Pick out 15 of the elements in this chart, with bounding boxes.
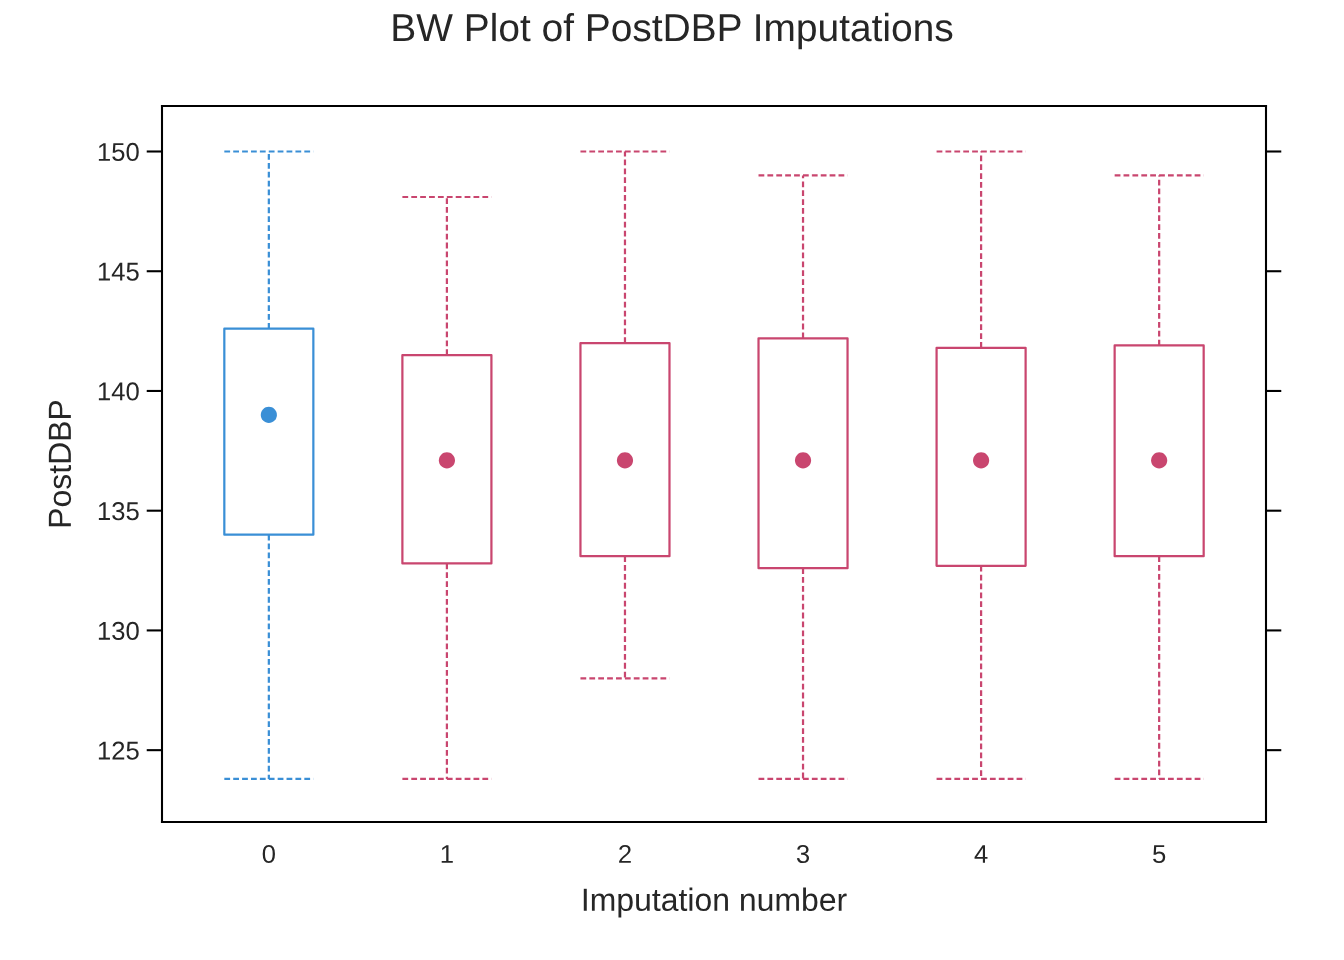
x-tick-label: 0 — [262, 844, 275, 864]
x-tick-label: 2 — [619, 844, 631, 863]
y-tick-label: 135 — [98, 502, 139, 521]
x-tick-label: 4 — [974, 845, 988, 863]
y-tick-label: 140 — [98, 382, 139, 401]
x-tick-label: 1 — [441, 845, 453, 863]
x-tick-label: 3 — [796, 844, 810, 864]
y-tick-label: 125 — [98, 741, 139, 760]
y-tick-label: 145 — [98, 262, 139, 281]
chart-title: BW Plot of PostDBP Imputations — [393, 12, 953, 50]
y-tick-label: 130 — [98, 621, 139, 640]
y-tick-label: 150 — [98, 142, 139, 162]
x-axis-title: Imputation number — [583, 887, 847, 918]
x-tick-label: 5 — [1153, 845, 1166, 864]
y-axis-title: PostDBP — [48, 400, 72, 527]
